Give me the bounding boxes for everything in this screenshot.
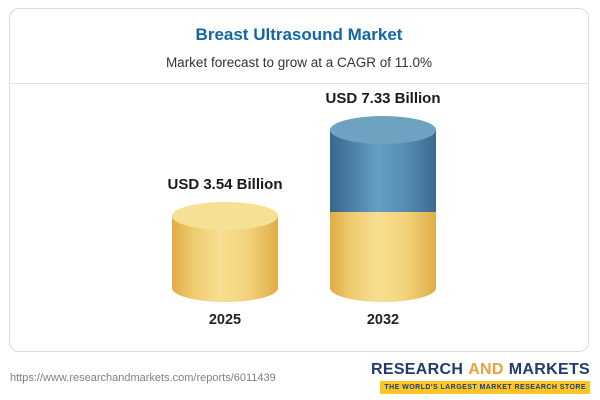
bar-group-2032: USD 7.33 Billion 2032 [313, 90, 453, 328]
bar-value-label-2025: USD 3.54 Billion [167, 176, 283, 193]
logo-wordmark: RESEARCH AND MARKETS [371, 362, 590, 378]
logo-word-and: AND [468, 361, 504, 378]
bar-value-label-2032: USD 7.33 Billion [325, 90, 441, 107]
logo-word-research: RESEARCH [371, 361, 464, 378]
chart-title: Breast Ultrasound Market [195, 25, 403, 44]
footer: https://www.researchandmarkets.com/repor… [0, 356, 600, 400]
bar-year-label-2025: 2025 [208, 312, 242, 328]
cylinder-2032-gold-segment [330, 212, 436, 302]
cylinder-2032-top [330, 116, 436, 144]
divider [10, 83, 588, 84]
bar-year-label-2032: 2032 [366, 312, 400, 328]
report-url-link[interactable]: https://www.researchandmarkets.com/repor… [10, 372, 276, 384]
cylinder-2032-gold-body [330, 212, 436, 302]
bar-group-2025: USD 3.54 Billion 2025 [155, 176, 295, 328]
chart-card: Breast Ultrasound Market Market forecast… [9, 8, 589, 352]
cylinder-2032-blue-segment [330, 116, 436, 212]
logo-tagline: THE WORLD'S LARGEST MARKET RESEARCH STOR… [380, 381, 590, 394]
chart-subtitle: Market forecast to grow at a CAGR of 11.… [165, 55, 433, 70]
cylinder-2032 [330, 116, 436, 302]
cylinder-2025-top [172, 202, 278, 230]
cylinder-bar-chart: USD 3.54 Billion 2025 USD 7.33 Billion 2… [10, 86, 588, 338]
logo-word-markets: MARKETS [508, 361, 590, 378]
cylinder-2025 [172, 202, 278, 302]
cylinder-2025-body [172, 216, 278, 302]
research-and-markets-logo[interactable]: RESEARCH AND MARKETS THE WORLD'S LARGEST… [371, 362, 590, 394]
